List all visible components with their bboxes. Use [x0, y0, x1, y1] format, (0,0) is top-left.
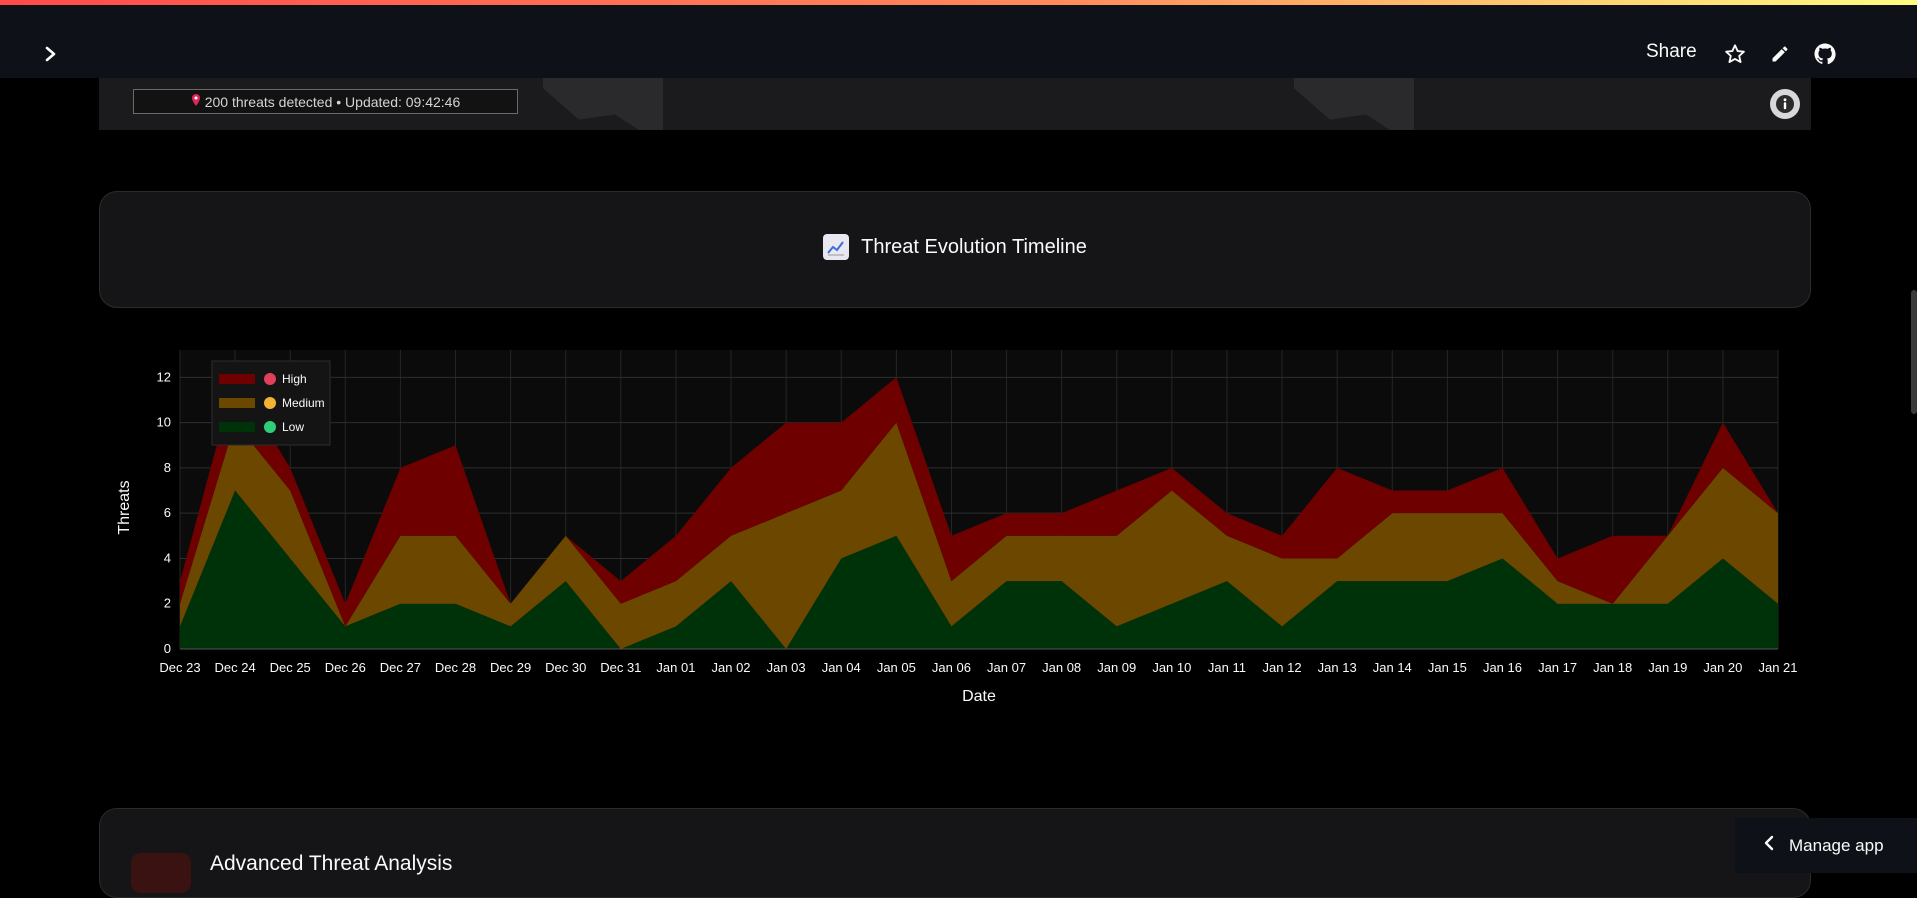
legend-label: Low: [282, 420, 304, 434]
x-tick-label: Jan 12: [1263, 660, 1302, 675]
pin-icon: [191, 93, 201, 110]
y-axis-title: Threats: [116, 480, 133, 534]
x-tick-label: Jan 06: [932, 660, 971, 675]
threat-timeline-chart[interactable]: 0 2 4 6 8 10 12 Dec 23 Dec 24 Dec 25 Dec 26 Dec 27 D…: [100, 350, 1810, 720]
map-status-text: 200 threats detected • Updated: 09:42:46: [204, 93, 461, 110]
pencil-icon[interactable]: [1767, 41, 1793, 67]
map-status-box: 200 threats detected • Updated: 09:42:46: [133, 89, 518, 114]
x-tick-label: Dec 25: [270, 660, 311, 675]
chart-increasing-icon: [823, 234, 850, 260]
x-tick-label: Jan 10: [1152, 660, 1191, 675]
x-tick-label: Dec 30: [545, 660, 586, 675]
analysis-icon: [131, 853, 191, 893]
legend-swatch: [219, 398, 255, 408]
map-landmass: [1294, 78, 1414, 130]
x-tick-label: Jan 04: [822, 660, 861, 675]
x-tick-label: Dec 28: [435, 660, 476, 675]
github-icon[interactable]: [1812, 41, 1838, 67]
x-tick-label: Jan 11: [1208, 660, 1246, 675]
x-tick-label: Jan 15: [1428, 660, 1467, 675]
x-tick-label: Jan 17: [1538, 660, 1577, 675]
star-icon[interactable]: [1722, 41, 1748, 67]
legend-dot-icon: [264, 397, 276, 409]
x-tick-label: Dec 26: [325, 660, 366, 675]
x-tick-label: Dec 23: [159, 660, 200, 675]
map-landmass: [543, 78, 663, 130]
timeline-title-card: Threat Evolution Timeline: [99, 191, 1811, 308]
y-tick-label: 6: [164, 505, 171, 520]
x-tick-label: Jan 03: [767, 660, 806, 675]
x-tick-label: Jan 07: [987, 660, 1026, 675]
x-tick-label: Dec 24: [215, 660, 256, 675]
info-icon[interactable]: [1770, 89, 1800, 119]
top-accent-bar: [0, 0, 1917, 5]
y-tick-label: 0: [164, 641, 171, 656]
x-tick-label: Jan 16: [1483, 660, 1522, 675]
app-header: Share: [0, 5, 1917, 78]
legend-dot-icon: [264, 373, 276, 385]
chevron-right-icon[interactable]: [38, 41, 64, 67]
series-area-high: [180, 377, 1778, 627]
x-tick-label: Jan 13: [1318, 660, 1357, 675]
manage-app-label: Manage app: [1789, 835, 1884, 855]
x-tick-label: Jan 09: [1097, 660, 1136, 675]
chevron-left-icon: [1763, 835, 1775, 856]
share-button[interactable]: Share: [1646, 41, 1697, 62]
x-tick-label: Jan 18: [1593, 660, 1632, 675]
y-tick-label: 4: [164, 550, 171, 565]
x-tick-label: Dec 31: [600, 660, 641, 675]
x-tick-label: Jan 21: [1758, 660, 1797, 675]
legend-label: High: [282, 372, 307, 386]
x-tick-label: Dec 29: [490, 660, 531, 675]
y-tick-label: 12: [157, 369, 171, 384]
timeline-title: Threat Evolution Timeline: [861, 235, 1087, 258]
legend-swatch: [219, 374, 255, 384]
x-tick-label: Jan 14: [1373, 660, 1412, 675]
x-tick-label: Jan 01: [656, 660, 695, 675]
y-tick-label: 10: [157, 415, 171, 430]
series-area-medium: [180, 422, 1778, 649]
x-tick-label: Jan 08: [1042, 660, 1081, 675]
x-tick-label: Jan 05: [877, 660, 916, 675]
x-tick-label: Jan 02: [712, 660, 751, 675]
x-tick-label: Jan 19: [1648, 660, 1687, 675]
legend-dot-icon: [264, 421, 276, 433]
x-tick-label: Jan 20: [1703, 660, 1742, 675]
manage-app-button[interactable]: Manage app: [1735, 818, 1917, 873]
legend-label: Medium: [282, 396, 325, 410]
advanced-analysis-card: Advanced Threat Analysis: [99, 808, 1811, 898]
y-tick-label: 2: [164, 596, 171, 611]
analysis-title: Advanced Threat Analysis: [210, 852, 453, 875]
page-scrollbar[interactable]: [1911, 290, 1917, 414]
x-axis-title: Date: [962, 688, 996, 705]
x-tick-label: Dec 27: [380, 660, 421, 675]
series-area-low: [180, 490, 1778, 649]
legend-swatch: [219, 422, 255, 432]
y-tick-label: 8: [164, 460, 171, 475]
